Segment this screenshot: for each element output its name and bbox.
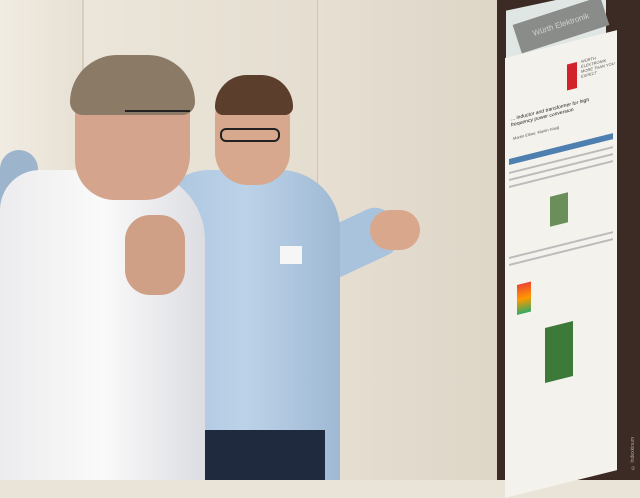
poster-figure <box>550 192 568 227</box>
poster-text-line <box>509 231 613 260</box>
poster: WÜRTH ELEKTRONIK MORE THAN YOU EXPECT ..… <box>505 30 617 498</box>
man-white-shirt-hair <box>70 55 195 115</box>
poster-figure <box>545 321 573 384</box>
man-white-shirt <box>0 170 205 480</box>
glasses <box>125 110 190 152</box>
watermark: © Indexkinum <box>630 437 636 470</box>
poster-figure <box>517 281 531 316</box>
man-white-shirt-hand <box>125 215 185 295</box>
poster-brand: WÜRTH ELEKTRONIK MORE THAN YOU EXPECT <box>581 55 615 80</box>
name-badge <box>280 246 302 264</box>
man-blue-shirt-hair <box>215 75 293 115</box>
man-blue-shirt-hand <box>370 210 420 250</box>
glasses <box>220 128 280 142</box>
brand-logo <box>567 62 577 91</box>
